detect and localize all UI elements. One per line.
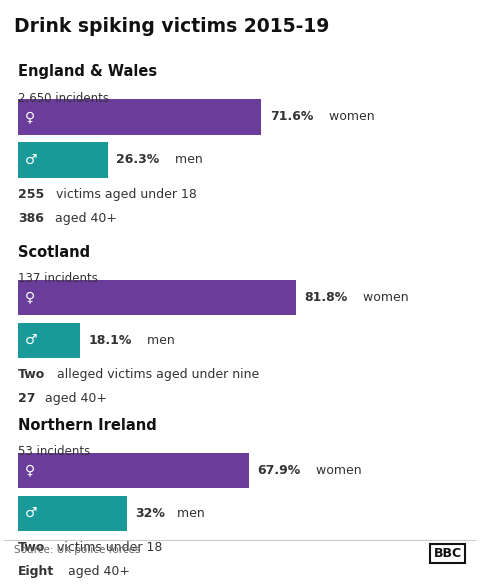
Text: victims aged under 18: victims aged under 18 [51,188,196,201]
Text: 137 incidents: 137 incidents [18,272,98,285]
Text: men: men [173,507,205,520]
Text: Scotland: Scotland [18,245,90,260]
Text: 67.9%: 67.9% [257,464,300,477]
Text: Two: Two [18,369,46,381]
Text: Drink spiking victims 2015-19: Drink spiking victims 2015-19 [13,17,329,36]
FancyBboxPatch shape [18,322,80,358]
Text: 53 incidents: 53 incidents [18,445,91,458]
Text: Northern Ireland: Northern Ireland [18,418,157,433]
Text: women: women [360,291,409,304]
Text: Eight: Eight [18,565,55,579]
FancyBboxPatch shape [18,495,127,531]
Text: Two: Two [18,541,46,555]
Text: 81.8%: 81.8% [305,291,348,304]
Text: alleged victims aged under nine: alleged victims aged under nine [53,369,259,381]
FancyBboxPatch shape [18,99,262,135]
Text: BBC: BBC [433,547,462,560]
Text: women: women [325,111,374,123]
Text: ♀: ♀ [24,290,35,304]
Text: ♂: ♂ [24,506,37,520]
Text: 26.3%: 26.3% [116,153,159,167]
Text: 386: 386 [18,212,44,225]
Text: 2,650 incidents: 2,650 incidents [18,92,109,105]
Text: England & Wales: England & Wales [18,64,157,80]
Text: men: men [143,334,175,347]
Text: victims under 18: victims under 18 [53,541,162,555]
FancyBboxPatch shape [18,280,296,315]
Text: ♀: ♀ [24,110,35,124]
Text: aged 40+: aged 40+ [64,565,130,579]
FancyBboxPatch shape [18,453,249,488]
Text: Source: UK police forces: Source: UK police forces [13,545,140,555]
Text: ♂: ♂ [24,333,37,347]
FancyBboxPatch shape [18,142,108,178]
Text: 255: 255 [18,188,45,201]
Text: men: men [171,153,203,167]
Text: women: women [312,464,362,477]
Text: aged 40+: aged 40+ [40,393,107,405]
Text: ♂: ♂ [24,153,37,167]
Text: 32%: 32% [135,507,165,520]
Text: 71.6%: 71.6% [270,111,313,123]
Text: 27: 27 [18,393,36,405]
Text: 18.1%: 18.1% [88,334,132,347]
Text: aged 40+: aged 40+ [51,212,117,225]
Text: ♀: ♀ [24,463,35,477]
